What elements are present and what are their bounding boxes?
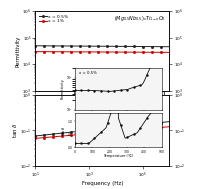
Y-axis label: Permittivity: Permittivity bbox=[61, 78, 65, 99]
x = 0.5% bbox=[35, 45, 37, 47]
x = 0.5% bbox=[147, 45, 150, 48]
x = 0.5% bbox=[114, 45, 116, 47]
x = 1% bbox=[147, 51, 150, 53]
x = 1% bbox=[168, 51, 171, 53]
x = 1% bbox=[114, 51, 116, 53]
X-axis label: Frequency (Hz): Frequency (Hz) bbox=[82, 181, 123, 186]
Text: x = 0.5%: x = 0.5% bbox=[79, 71, 97, 75]
Text: $(Mg_{0.5}Nb_{0.5})_xTi_{1-x}O_2$: $(Mg_{0.5}Nb_{0.5})_xTi_{1-x}O_2$ bbox=[114, 14, 165, 23]
x = 0.5% bbox=[116, 45, 119, 47]
x = 0.5% bbox=[34, 45, 37, 47]
Legend: x = 0.5%, x = 1%: x = 0.5%, x = 1% bbox=[38, 14, 69, 24]
x = 0.5% bbox=[168, 46, 171, 48]
Y-axis label: tan $\delta$: tan $\delta$ bbox=[60, 125, 67, 136]
Y-axis label: Permittivity: Permittivity bbox=[16, 35, 21, 67]
Line: x = 1%: x = 1% bbox=[35, 51, 170, 53]
X-axis label: Temperature (℃): Temperature (℃) bbox=[103, 154, 133, 158]
Line: x = 0.5%: x = 0.5% bbox=[35, 45, 170, 47]
Y-axis label: tan $\delta$: tan $\delta$ bbox=[11, 122, 19, 138]
x = 0.5% bbox=[156, 46, 158, 48]
x = 1% bbox=[156, 51, 158, 53]
x = 1% bbox=[35, 50, 37, 53]
x = 1% bbox=[114, 51, 116, 53]
x = 0.5% bbox=[114, 45, 116, 47]
x = 1% bbox=[116, 51, 119, 53]
x = 1% bbox=[34, 50, 37, 53]
